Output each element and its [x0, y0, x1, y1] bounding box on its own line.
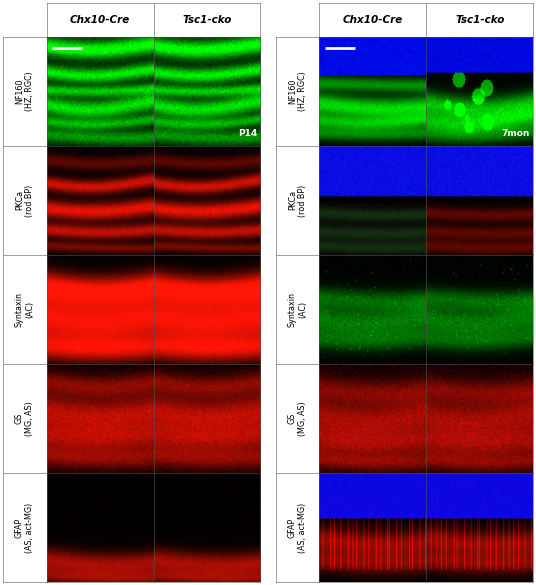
Text: PKCa
(rod BP): PKCa (rod BP) — [288, 184, 307, 216]
Text: Chx10-Cre: Chx10-Cre — [343, 15, 403, 25]
Text: GFAP
(AS, act-MG): GFAP (AS, act-MG) — [288, 503, 307, 553]
Text: PKCa
(rod BP): PKCa (rod BP) — [15, 184, 34, 216]
Text: Syntaxin
(AC): Syntaxin (AC) — [288, 292, 307, 327]
Text: GFAP
(AS, act-MG): GFAP (AS, act-MG) — [15, 503, 34, 553]
Text: GS
(MG, AS): GS (MG, AS) — [15, 401, 34, 436]
Text: GS
(MG, AS): GS (MG, AS) — [288, 401, 307, 436]
Text: Tsc1-cko: Tsc1-cko — [182, 15, 232, 25]
Text: Syntaxin
(AC): Syntaxin (AC) — [15, 292, 34, 327]
Text: Chx10-Cre: Chx10-Cre — [70, 15, 130, 25]
Text: Tsc1-cko: Tsc1-cko — [455, 15, 504, 25]
Text: NF160
(HZ, RGC): NF160 (HZ, RGC) — [15, 71, 34, 111]
Text: NF160
(HZ, RGC): NF160 (HZ, RGC) — [288, 71, 307, 111]
Text: 7mon: 7mon — [502, 129, 530, 138]
Text: P14: P14 — [238, 129, 257, 138]
